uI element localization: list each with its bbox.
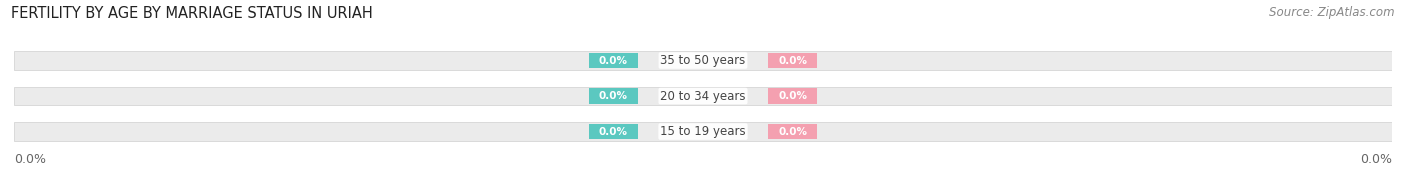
Text: 0.0%: 0.0% [599,91,628,101]
Text: FERTILITY BY AGE BY MARRIAGE STATUS IN URIAH: FERTILITY BY AGE BY MARRIAGE STATUS IN U… [11,6,373,21]
Text: 20 to 34 years: 20 to 34 years [661,90,745,103]
Text: 0.0%: 0.0% [599,55,628,65]
Text: 0.0%: 0.0% [778,55,807,65]
Bar [589,124,637,139]
Text: 0.0%: 0.0% [778,127,807,137]
Text: 15 to 19 years: 15 to 19 years [661,125,745,138]
Text: 0.0%: 0.0% [14,153,46,166]
Bar [769,124,817,139]
Bar [14,51,1392,70]
Bar [14,122,1392,141]
Text: 35 to 50 years: 35 to 50 years [661,54,745,67]
Bar [589,53,637,68]
Bar [14,87,1392,105]
Text: 0.0%: 0.0% [778,91,807,101]
Text: 0.0%: 0.0% [1360,153,1392,166]
Bar [769,53,817,68]
Bar [589,88,637,104]
Text: Source: ZipAtlas.com: Source: ZipAtlas.com [1270,6,1395,19]
Text: 0.0%: 0.0% [599,127,628,137]
Bar [769,88,817,104]
